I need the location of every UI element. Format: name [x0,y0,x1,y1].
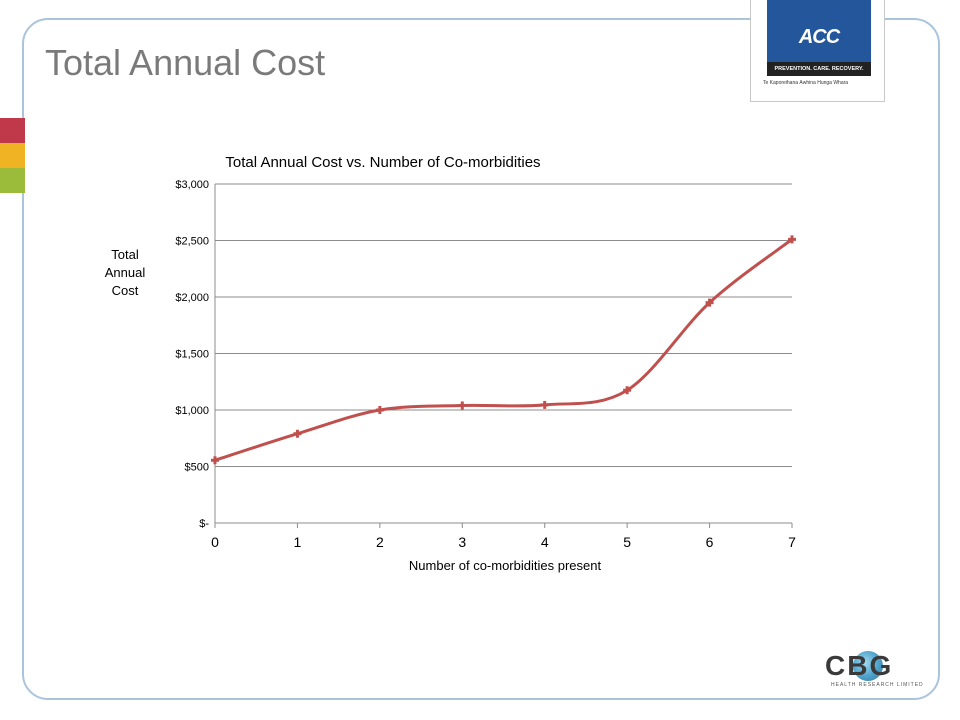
cbg-logo: CBG HEALTH RESEARCH LIMITED [815,648,925,690]
data-point-4 [540,400,549,409]
x-tick-label: 7 [788,534,796,550]
y-axis-label-line-1: Total [111,247,139,262]
y-tick-label: $1,000 [175,405,209,417]
y-axis-label-line-3: Cost [112,283,139,298]
cbg-globe-icon [853,651,883,681]
x-tick-label: 6 [706,534,714,550]
accent-tab-red [0,118,25,143]
data-point-6 [705,298,714,307]
x-tick-label: 4 [541,534,549,550]
acc-tagline: PREVENTION. CARE. RECOVERY. [767,62,871,76]
data-point-7 [788,235,796,244]
cbg-subtitle: HEALTH RESEARCH LIMITED [831,682,924,688]
series-line [214,238,793,462]
acc-wordmark: ACC [798,26,840,48]
y-tick-label: $2,000 [175,292,209,304]
grid-layer [214,183,793,528]
x-tick-label: 3 [458,534,466,550]
series-layer [211,235,796,465]
x-tick-label: 2 [376,534,384,550]
x-tick-label: 0 [211,534,219,550]
x-tick-labels: 0 1 2 3 4 5 6 7 [211,534,796,550]
slide-frame [22,18,940,700]
y-tick-label: $1,500 [175,349,209,361]
slide-title: Total Annual Cost [45,42,326,83]
data-point-2 [375,406,384,414]
data-point-0 [211,456,219,465]
data-point-5 [623,386,632,395]
data-point-1 [293,429,302,438]
x-tick-label: 5 [623,534,631,550]
data-point-3 [458,401,467,410]
cbg-wordmark: CBG [825,650,894,681]
y-tick-label: $2,500 [175,236,209,248]
y-tick-label: $- [199,518,209,530]
y-tick-label: $3,000 [175,179,209,191]
acc-logo: ACC PREVENTION. CARE. RECOVERY. Te Kapor… [750,0,885,102]
y-axis-label-line-2: Annual [105,265,146,280]
acc-subtitle: Te Kaporeihana Āwhina Hunga Whara [763,80,849,86]
x-axis-label: Number of co-morbidities present [409,558,602,573]
acc-logo-mark: ACC [767,0,871,62]
accent-tab-green [0,168,25,193]
y-tick-label: $500 [185,462,209,474]
y-tick-labels: $- $500 $1,000 $1,500 $2,000 $2,500 $3,000 [175,179,209,530]
accent-tab-yellow [0,143,25,168]
chart-title: Total Annual Cost vs. Number of Co-morbi… [225,154,540,171]
x-tick-label: 1 [294,534,302,550]
